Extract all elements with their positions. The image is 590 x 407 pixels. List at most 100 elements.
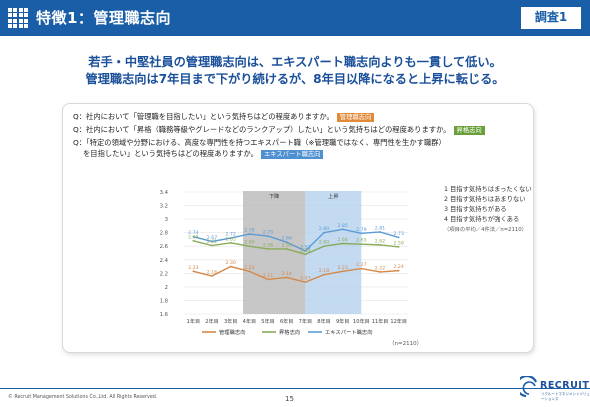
data-label: 2.18 [319, 268, 329, 274]
x-tick-label: 4年目 [243, 318, 256, 325]
scale-note: （項目の平均／4件法／n=2110） [444, 227, 527, 233]
data-point [267, 278, 269, 281]
headline: 若手・中堅社員の管理職志向は、エキスパート職志向よりも一貫して低い。 管理職志向… [0, 54, 590, 88]
chart-band [305, 191, 362, 314]
data-label: 2.16 [207, 270, 217, 276]
data-label: 2.27 [356, 262, 366, 268]
data-point [248, 245, 251, 248]
logo-subtitle: リクルートマネジメントソリューションズ [541, 392, 590, 401]
legend-label: 昇格志向 [279, 328, 300, 336]
data-label: 2.64 [337, 237, 347, 243]
scale-legend: 1 目指す気持ちはまったくない 2 目指す気持ちはあまりない 3 目指す気持ちが… [444, 185, 532, 235]
data-label: 2.85 [337, 223, 347, 229]
question-3-cont: を目指したい」という気持ちはどの程度ありますか。 エキスパート職志向 [83, 149, 324, 159]
data-label: 2.78 [244, 228, 254, 234]
data-point [267, 235, 269, 237]
data-point [285, 248, 288, 250]
x-tick-label: 9年目 [336, 318, 349, 325]
series-line [193, 240, 399, 256]
tag-management: 管理職志向 [336, 113, 375, 122]
logo-wordmark: RECRUIT [540, 380, 590, 391]
scale-item-1: 1 目指す気持ちはまったくない [444, 186, 532, 193]
x-tick-label: 2年目 [205, 318, 218, 325]
data-label: 2.14 [281, 271, 291, 277]
y-tick-label: 1.6 [160, 312, 169, 318]
y-tick-label: 2.6 [160, 244, 169, 250]
data-point [360, 267, 363, 270]
series-line [193, 228, 399, 252]
data-point [211, 275, 213, 277]
y-tick-label: 3 [165, 217, 168, 223]
data-point [192, 270, 195, 273]
question-1: Q：社内において「管理職を目指したい」という気持ちはどの程度ありますか。 管理職志… [73, 112, 375, 122]
data-label: 2.24 [393, 264, 403, 270]
data-point [397, 246, 400, 248]
x-tick-label: 11年目 [372, 318, 389, 325]
data-point [248, 233, 251, 235]
data-label: 2.11 [263, 273, 273, 279]
y-tick-label: 2 [165, 285, 168, 291]
data-label: 2.07 [300, 276, 310, 282]
data-point [192, 235, 195, 238]
data-label: 2.30 [225, 260, 235, 266]
data-label: 2.79 [356, 227, 366, 233]
y-tick-label: 3.4 [160, 190, 169, 196]
data-point [304, 281, 307, 284]
data-point [285, 241, 288, 244]
recruit-logo-icon [520, 376, 538, 398]
y-tick-label: 3.2 [160, 204, 168, 210]
data-point [304, 253, 307, 256]
y-tick-label: 2.8 [160, 231, 169, 237]
x-tick-label: 10年目 [353, 318, 370, 325]
sample-size-note: （n=2110） [389, 341, 423, 347]
data-label: 2.53 [300, 244, 310, 250]
legend-label: エキスパート職志向 [325, 328, 373, 336]
question-3: Q：「特定の領域や分野における、高度な専門性を持つエキスパート職（※管理職ではな… [73, 138, 446, 147]
data-label: 2.62 [375, 238, 385, 244]
survey-badge: 調査1 [520, 6, 582, 30]
data-label: 2.80 [319, 226, 329, 232]
data-point [304, 250, 307, 252]
data-label: 2.22 [375, 265, 385, 271]
data-point [379, 243, 381, 246]
headline-line-2: 管理職志向は7年目まで下がり続けるが、8年目以降になると上昇に転じる。 [85, 72, 505, 86]
data-label: 2.67 [207, 235, 217, 241]
data-label: 2.66 [281, 236, 291, 242]
page-number: 15 [285, 395, 294, 403]
legend-label: 管理職志向 [219, 328, 246, 336]
x-tick-label: 8年目 [317, 318, 330, 325]
data-point [229, 237, 232, 239]
chart-bands: 下降 上昇 [243, 191, 362, 314]
data-point [379, 271, 381, 273]
data-point [267, 248, 269, 250]
y-tick-label: 2.4 [160, 258, 169, 264]
headline-line-1: 若手・中堅社員の管理職志向は、エキスパート職志向よりも一貫して低い。 [88, 55, 502, 69]
y-tick-label: 1.8 [160, 298, 169, 304]
data-label: 2.56 [263, 242, 273, 248]
x-tick-label: 12年目 [390, 318, 407, 325]
grid-menu-icon [8, 8, 29, 29]
data-label: 2.48 [300, 248, 310, 254]
data-point [341, 242, 344, 245]
scale-item-4: 4 目指す気持ちが強くある [444, 216, 520, 223]
band-label: 下降 [269, 192, 279, 200]
data-point [323, 245, 325, 248]
data-point [341, 270, 344, 273]
x-tick-label: 5年目 [261, 318, 274, 325]
data-label: 2.81 [375, 225, 385, 231]
chart-legend: 管理職志向 昇格志向 エキスパート職志向 [202, 328, 373, 336]
data-label: 2.60 [319, 240, 329, 246]
data-label: 2.61 [207, 239, 217, 245]
data-label: 2.23 [188, 265, 198, 271]
data-point [323, 231, 325, 234]
data-label: 2.23 [244, 265, 254, 271]
x-tick-label: 6年目 [280, 318, 293, 325]
data-point [229, 265, 232, 268]
x-tick-label: 1年目 [187, 318, 200, 325]
data-point [341, 228, 344, 231]
band-label: 上昇 [328, 192, 338, 200]
data-label: 2.74 [188, 230, 198, 236]
data-label: 2.60 [244, 240, 254, 246]
chart-data-labels: 2.23 2.16 2.30 2.23 2.11 2.14 2.07 2.18 2.23 2.27… [188, 223, 404, 282]
data-point [379, 231, 381, 233]
